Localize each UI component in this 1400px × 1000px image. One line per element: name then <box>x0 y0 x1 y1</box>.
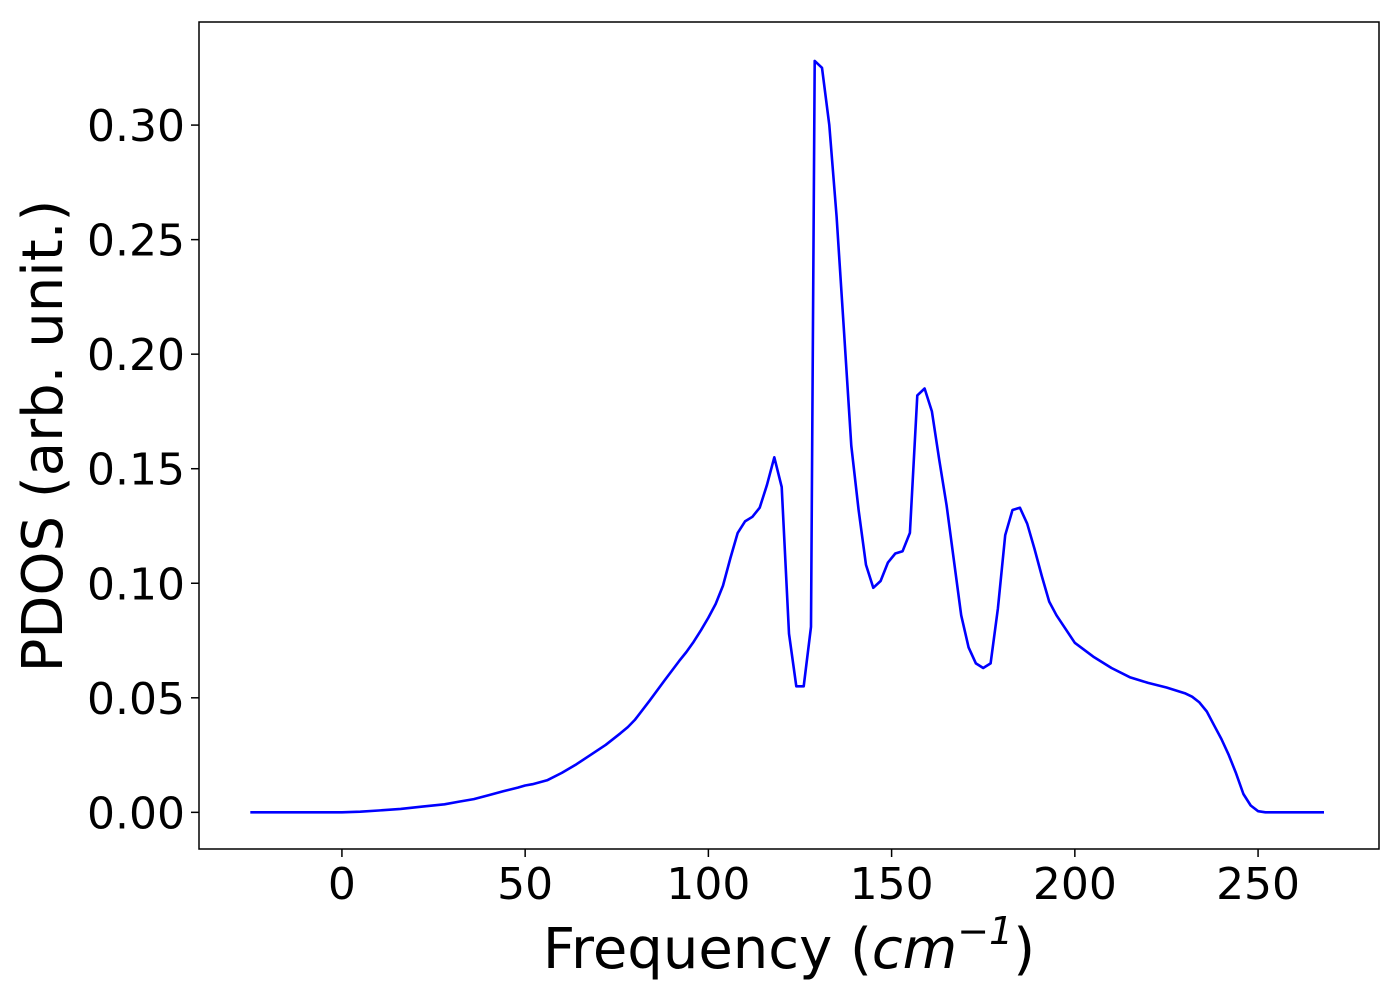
y-tick-label: 0.30 <box>87 101 185 152</box>
x-tick-label: 200 <box>1033 859 1117 910</box>
y-axis-ticks: 0.00 0.05 0.10 0.15 0.20 0.25 0.30 <box>87 101 199 839</box>
x-tick-label: 0 <box>328 859 356 910</box>
plot-area <box>198 21 1380 850</box>
x-axis-label: Frequency (cm−1) <box>543 909 1035 982</box>
x-axis-label-text: Frequency <box>543 917 832 982</box>
x-tick-label: 150 <box>850 859 934 910</box>
y-tick-label: 0.05 <box>87 674 185 725</box>
x-axis-label-unit: cm <box>872 917 957 982</box>
y-axis-label: PDOS (arb. unit.) <box>11 200 76 673</box>
series-layer <box>250 59 1324 814</box>
y-tick-label: 0.20 <box>87 330 185 381</box>
series-line <box>250 59 1324 814</box>
y-tick-label: 0.15 <box>87 445 185 496</box>
x-tick-label: 50 <box>497 859 553 910</box>
y-tick-label: 0.00 <box>87 788 185 839</box>
y-tick-label: 0.10 <box>87 559 185 610</box>
x-axis-ticks: 0 50 100 150 200 250 <box>328 849 1300 910</box>
y-tick-label: 0.25 <box>87 216 185 267</box>
x-tick-label: 250 <box>1216 859 1300 910</box>
x-axis-label-exponent: −1 <box>957 909 1013 953</box>
x-tick-label: 100 <box>666 859 750 910</box>
